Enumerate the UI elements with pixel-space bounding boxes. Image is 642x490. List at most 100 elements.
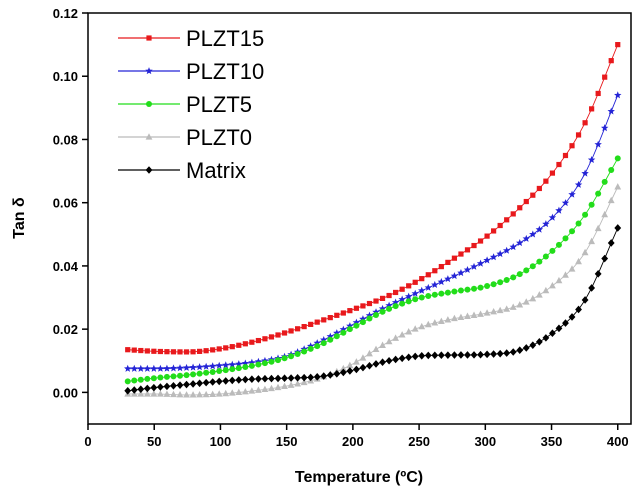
data-point <box>210 347 216 353</box>
data-point <box>255 337 262 344</box>
data-point <box>261 360 268 367</box>
data-point <box>378 304 387 312</box>
legend-marker <box>146 35 152 41</box>
data-point <box>241 375 249 384</box>
data-point <box>503 277 510 284</box>
data-point <box>170 373 177 380</box>
data-point <box>451 351 458 359</box>
data-point <box>281 355 288 362</box>
data-point <box>404 292 413 300</box>
data-point <box>313 339 321 347</box>
data-point <box>235 360 243 368</box>
data-point <box>176 390 184 398</box>
data-point <box>203 369 210 376</box>
data-point <box>294 350 301 357</box>
data-point <box>516 239 524 247</box>
data-point <box>496 250 504 258</box>
data-point <box>535 225 544 233</box>
data-point <box>457 313 465 320</box>
data-point <box>431 351 439 360</box>
data-point <box>281 330 288 336</box>
data-point <box>137 364 145 372</box>
data-point <box>124 378 131 385</box>
data-point <box>483 350 491 359</box>
data-point <box>228 389 236 396</box>
data-point <box>359 363 367 372</box>
series-line <box>127 95 619 370</box>
data-point <box>509 348 517 356</box>
data-point <box>275 332 281 338</box>
data-point <box>601 178 608 185</box>
data-point <box>196 370 203 377</box>
data-point <box>163 364 171 372</box>
data-point <box>314 319 320 325</box>
data-point <box>392 355 400 364</box>
data-point <box>379 308 386 315</box>
data-point <box>556 161 562 168</box>
data-point <box>555 276 563 284</box>
data-point <box>555 324 563 333</box>
data-point <box>562 271 569 278</box>
series-line <box>127 158 619 382</box>
data-point <box>549 329 556 338</box>
data-point <box>582 120 588 126</box>
data-point <box>182 363 191 371</box>
data-point <box>151 348 157 354</box>
x-tick-label: 400 <box>607 434 629 449</box>
data-point <box>346 361 354 369</box>
data-point <box>339 325 348 333</box>
legend: PLZT15 PLZT10 PLZT5 PLZT0 Matrix <box>118 26 264 183</box>
data-point <box>228 360 236 368</box>
legend-item-matrix: Matrix <box>118 158 246 183</box>
data-point <box>522 344 530 352</box>
data-point <box>137 390 145 397</box>
data-point <box>268 358 275 365</box>
data-point <box>497 279 504 286</box>
data-point <box>346 322 354 330</box>
legend-item-plzt15: PLZT15 <box>118 26 264 51</box>
data-point <box>124 387 132 395</box>
data-point <box>496 306 504 314</box>
data-point <box>523 267 530 274</box>
data-point <box>386 305 393 312</box>
data-point <box>190 349 196 355</box>
data-point <box>249 339 255 345</box>
data-point <box>255 375 262 383</box>
data-point <box>275 357 282 364</box>
data-point <box>326 371 334 379</box>
data-point <box>157 390 164 397</box>
data-point <box>222 389 230 397</box>
data-point <box>438 263 444 270</box>
legend-marker <box>146 101 152 107</box>
data-point <box>607 196 615 204</box>
data-point <box>575 220 582 227</box>
data-point <box>183 391 190 398</box>
data-point <box>208 362 217 370</box>
x-tick-label: 50 <box>147 434 161 449</box>
data-point <box>582 211 589 218</box>
data-point <box>555 241 562 248</box>
data-point <box>602 74 608 80</box>
data-point <box>614 183 622 190</box>
data-point <box>425 272 431 278</box>
data-point <box>477 310 484 317</box>
data-point <box>471 242 477 249</box>
data-point <box>366 300 373 307</box>
data-point <box>418 286 426 294</box>
data-point <box>307 373 315 382</box>
data-point <box>412 296 419 303</box>
y-tick-label: 0.00 <box>53 385 78 400</box>
series-plzt5 <box>124 155 621 385</box>
axis-ticks: 0 50 100 150 200 250 300 350 400 0.00 0.02 0.04 0.06… <box>53 6 629 449</box>
data-point <box>365 311 374 319</box>
data-point <box>438 290 445 297</box>
data-point <box>517 205 523 211</box>
data-point <box>222 377 230 385</box>
data-point <box>235 376 243 384</box>
data-point <box>392 303 399 310</box>
data-point <box>491 228 497 234</box>
data-point <box>333 333 340 340</box>
data-point <box>301 348 308 355</box>
data-point <box>373 298 379 304</box>
data-point <box>164 349 170 355</box>
